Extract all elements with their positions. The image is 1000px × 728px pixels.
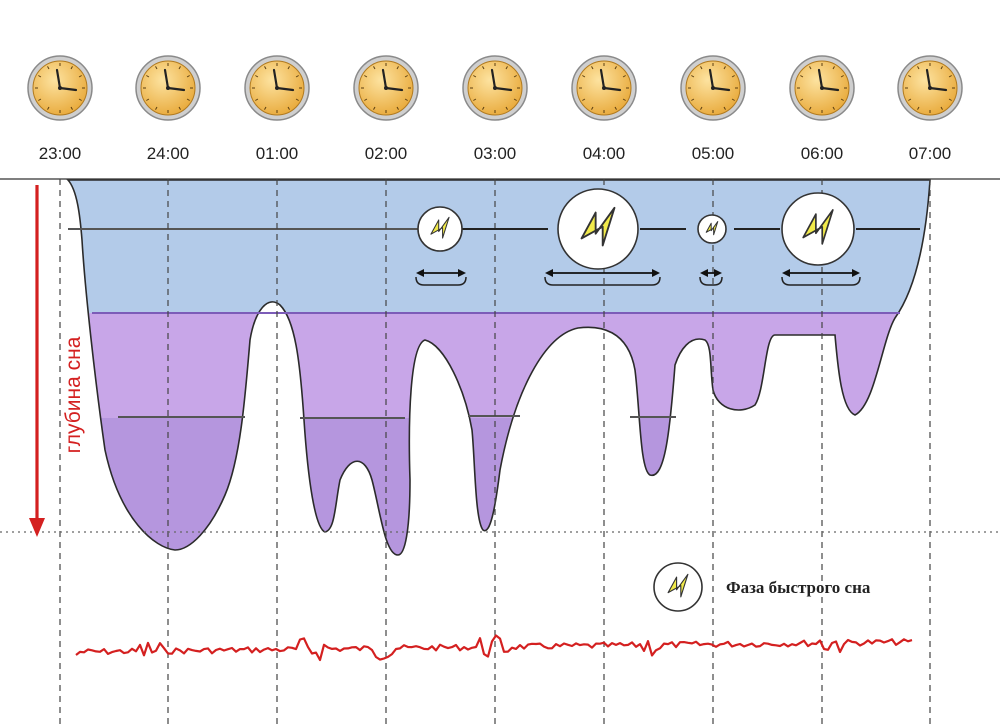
duration-bracket [544, 276, 661, 286]
time-label: 23:00 [39, 144, 82, 163]
clock-icon [680, 55, 746, 121]
time-label: 03:00 [474, 144, 517, 163]
duration-bracket [415, 276, 467, 286]
legend: Фаза быстрого сна [653, 562, 871, 612]
eeg-trace [75, 634, 913, 662]
clock-icon [353, 55, 419, 121]
legend-rem-label: Фаза быстрого сна [726, 578, 871, 597]
lightning-icon [557, 188, 639, 270]
duration-arrow [545, 269, 660, 277]
duration-bracket [699, 276, 723, 286]
duration-arrow [416, 269, 466, 277]
time-label: 07:00 [909, 144, 952, 163]
clock-row [27, 55, 963, 121]
time-label: 24:00 [147, 144, 190, 163]
rem-band-area [68, 180, 930, 313]
time-label-row: 23:00 24:00 01:00 02:00 03:00 04:00 05:00 06:00… [39, 144, 952, 163]
clock-icon [27, 55, 93, 121]
clock-icon [571, 55, 637, 121]
duration-arrow [700, 269, 722, 277]
sleep-depth-outline [66, 179, 931, 556]
lightning-icon [781, 192, 855, 266]
time-label: 04:00 [583, 144, 626, 163]
lightning-icon [417, 206, 463, 252]
rem-phase-marker [544, 188, 661, 286]
clock-icon [135, 55, 201, 121]
rem-phase-marker [781, 192, 861, 286]
hour-gridlines [59, 179, 931, 728]
clock-icon [462, 55, 528, 121]
depth-axis-label: глубина сна [62, 336, 85, 453]
time-label: 05:00 [692, 144, 735, 163]
sleep-level-lines [68, 228, 900, 419]
lightning-icon [697, 214, 727, 244]
depth-axis: глубина сна [29, 185, 85, 537]
time-label: 02:00 [365, 144, 408, 163]
rem-phase-marker [697, 214, 727, 286]
rem-phase-marker [415, 206, 467, 286]
clock-icon [897, 55, 963, 121]
duration-bracket [781, 276, 861, 286]
clock-icon [789, 55, 855, 121]
depth-axis-arrowhead [29, 518, 45, 537]
time-label: 01:00 [256, 144, 299, 163]
time-label: 06:00 [801, 144, 844, 163]
rem-phase-markers [415, 188, 861, 286]
lightning-icon [653, 562, 703, 612]
clock-icon [244, 55, 310, 121]
duration-arrow [782, 269, 860, 277]
